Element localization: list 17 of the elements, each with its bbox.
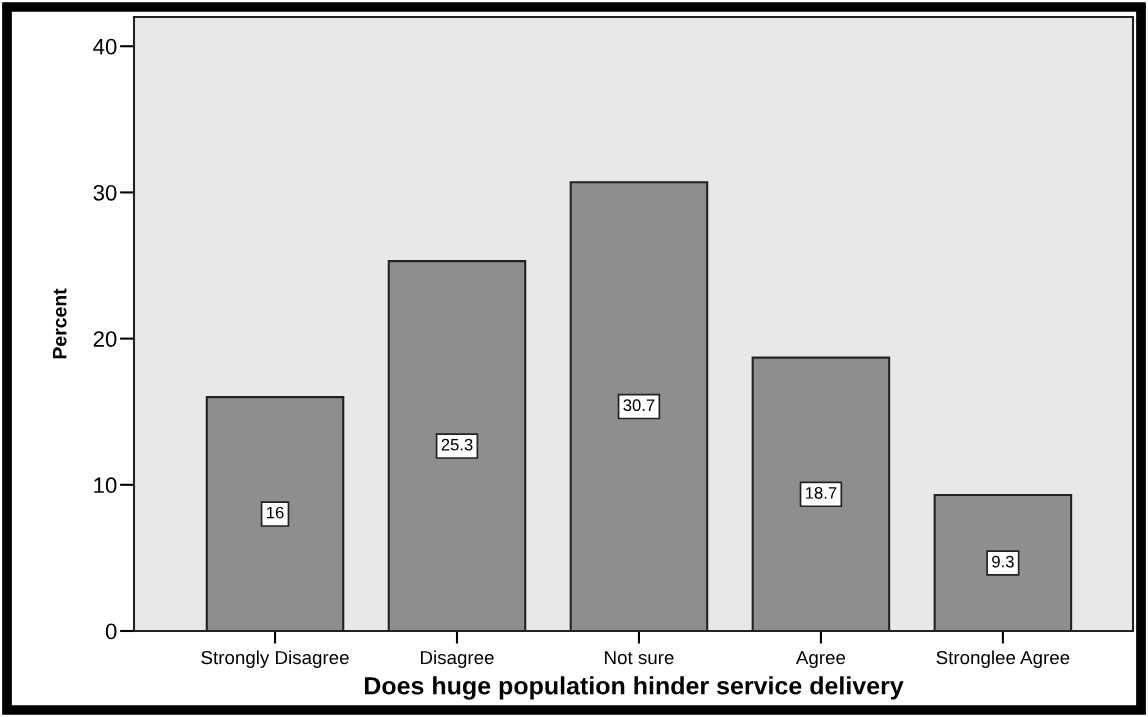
- data-label: 18.7: [805, 486, 837, 499]
- x-tick-label: Not sure: [605, 651, 674, 665]
- data-label: 16: [267, 506, 284, 519]
- x-tick-label: Stronglee Agree: [936, 650, 1070, 668]
- data-label: 25.3: [441, 438, 473, 451]
- y-tick-label: 0: [105, 623, 117, 640]
- data-label: 9.3: [992, 555, 1014, 568]
- y-tick-label: 10: [94, 477, 117, 494]
- data-label: 30.7: [623, 399, 655, 412]
- y-tick-label: 20: [93, 331, 117, 347]
- y-tick-label: 30: [93, 184, 117, 201]
- x-tick-label: Agree: [795, 651, 846, 668]
- x-tick-label: Disagree: [421, 650, 494, 668]
- x-axis-title: Does huge population hinder service delivery: [364, 676, 904, 700]
- y-axis-title: Percent: [52, 288, 67, 359]
- y-tick-label: 40: [93, 38, 117, 55]
- x-tick-label: Strongly Disagree: [201, 650, 349, 668]
